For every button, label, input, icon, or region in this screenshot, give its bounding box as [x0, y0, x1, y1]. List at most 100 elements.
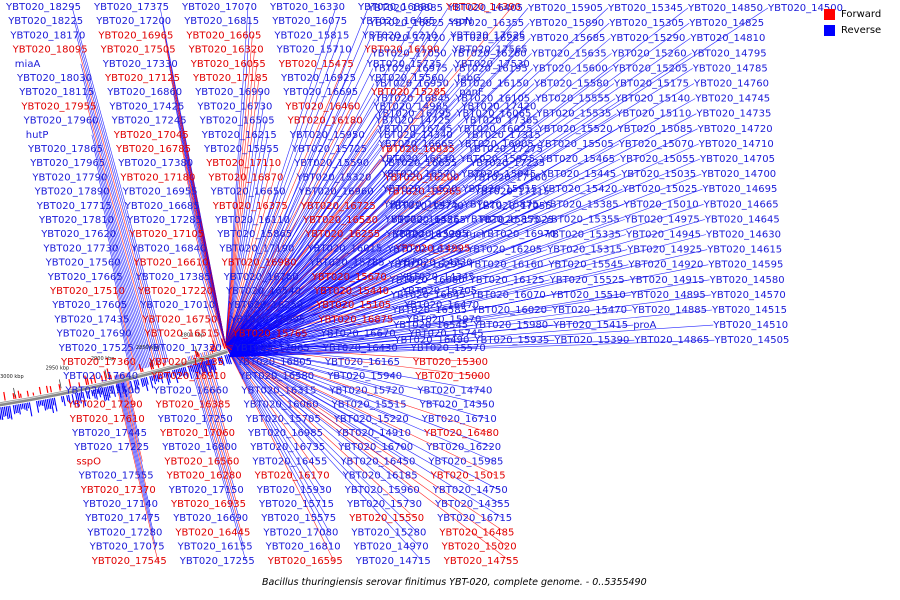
label-connector [225, 163, 273, 346]
gene-label: YBT020_15355 [544, 214, 620, 225]
label-connector [228, 7, 449, 358]
reverse-feature [192, 364, 198, 378]
gene-label: YBT020_16925 [280, 73, 356, 84]
label-connector [229, 249, 708, 358]
reverse-feature [159, 373, 164, 384]
gene-label: YBT020_16815 [183, 16, 259, 27]
gene-label: YBT020_17010 [139, 300, 215, 311]
label-connector [71, 6, 169, 363]
gene-label: YBT020_16690 [172, 513, 248, 524]
gene-label: YBT020_14975 [624, 214, 700, 225]
forward-feature [92, 373, 97, 384]
gene-label: YBT020_17330 [102, 59, 178, 70]
label-connector [229, 188, 623, 358]
reverse-feature [71, 394, 75, 405]
forward-feature [58, 384, 61, 391]
gene-label: YBT020_14630 [705, 230, 781, 241]
gene-label: YBT020_16355 [448, 18, 524, 29]
gene-label: YBT020_15995 [229, 314, 305, 325]
gene-label: YBT020_16320 [188, 45, 264, 56]
forward-feature [196, 351, 200, 357]
gene-label: YBT020_15335 [545, 230, 621, 241]
label-connector [229, 324, 714, 358]
label-connector [225, 345, 506, 533]
label-connector [229, 339, 715, 358]
label-connector [229, 339, 555, 358]
forward-feature [149, 362, 153, 370]
reverse-feature [226, 354, 231, 365]
gene-label: YBT020_14705 [699, 154, 775, 165]
label-connector [225, 120, 266, 346]
gene-label: YBT020_16540 [225, 286, 301, 297]
forward-feature [212, 340, 217, 352]
gene-label: YBT020_14865 [633, 335, 709, 346]
gene-label: YBT020_18030 [16, 73, 92, 84]
gene-label: YBT020_16530 [302, 215, 378, 226]
gene-label: YBT020_16005 [458, 139, 534, 150]
gene-label: YBT020_14795 [691, 48, 767, 59]
label-connector [225, 21, 515, 346]
label-connector [117, 305, 135, 371]
label-connector [228, 7, 529, 358]
label-connector [80, 63, 161, 365]
label-connector [193, 354, 238, 505]
reverse-feature [212, 358, 217, 371]
gene-label: YBT020_16845 [374, 94, 450, 105]
gene-label: YBT020_16685 [124, 201, 200, 212]
gene-label: YBT020_17385 [135, 272, 211, 283]
label-connector [93, 148, 151, 367]
label-connector [115, 290, 137, 371]
gene-label: YBT020_16465 [359, 16, 435, 27]
label-connector [225, 77, 260, 346]
reverse-feature [105, 386, 110, 401]
label-connector [91, 134, 153, 367]
gene-label: YBT020_16470 [403, 300, 479, 311]
gene-label: YBT020_15740 [388, 201, 464, 212]
gene-label: YBT020_16055 [190, 59, 266, 70]
reverse-feature [165, 371, 170, 386]
label-connector [117, 374, 152, 519]
label-connector [102, 205, 145, 369]
label-connector [225, 345, 508, 547]
label-connector [229, 264, 629, 358]
gene-label: YBT020_14595 [707, 260, 783, 271]
label-connector [228, 83, 535, 358]
scale-tick [104, 369, 108, 379]
gene-label: YBT020_15035 [620, 169, 696, 180]
gene-label: YBT020_17140 [82, 499, 158, 510]
label-connector [225, 49, 431, 346]
label-connector [123, 373, 139, 434]
gene-label: YBT020_16610 [133, 258, 209, 269]
gene-label: YBT020_16970 [480, 229, 556, 240]
label-connector [228, 53, 692, 358]
gene-label: YBT020_17135 [148, 357, 224, 368]
label-connector [228, 37, 691, 358]
gene-label: YBT020_15875 [463, 199, 539, 210]
label-connector [228, 68, 534, 358]
label-connector [229, 83, 695, 358]
label-connector [228, 68, 454, 358]
gene-label: YBT020_15525 [549, 275, 625, 286]
reverse-feature [35, 401, 40, 413]
gene-label: YBT020_17190 [218, 243, 294, 254]
gene-label: YBT020_14570 [710, 290, 786, 301]
gene-label: YBT020_15300 [412, 357, 488, 368]
gene-label: YBT020_15745 [408, 329, 484, 340]
gene-label: YBT020_15070 [618, 139, 694, 150]
gene-label: YBT020_18295 [5, 2, 81, 13]
label-connector [228, 7, 689, 358]
scale-label: 2900 kbp [91, 356, 115, 362]
gene-label: YBT020_15445 [540, 169, 616, 180]
gene-label: YBT020_17545 [91, 556, 167, 567]
gene-label: YBT020_17525 [58, 343, 134, 354]
label-connector [100, 191, 146, 369]
reverse-feature [220, 355, 225, 366]
reverse-feature [117, 383, 122, 398]
reverse-feature [14, 404, 17, 414]
gene-label: YBT020_17610 [69, 414, 145, 425]
label-connector [228, 98, 536, 358]
reverse-feature [75, 393, 80, 408]
scale-label: 2850 kbp [136, 345, 160, 351]
gene-label: YBT020_15385 [543, 199, 619, 210]
gene-label: YBT020_15555 [534, 94, 610, 105]
